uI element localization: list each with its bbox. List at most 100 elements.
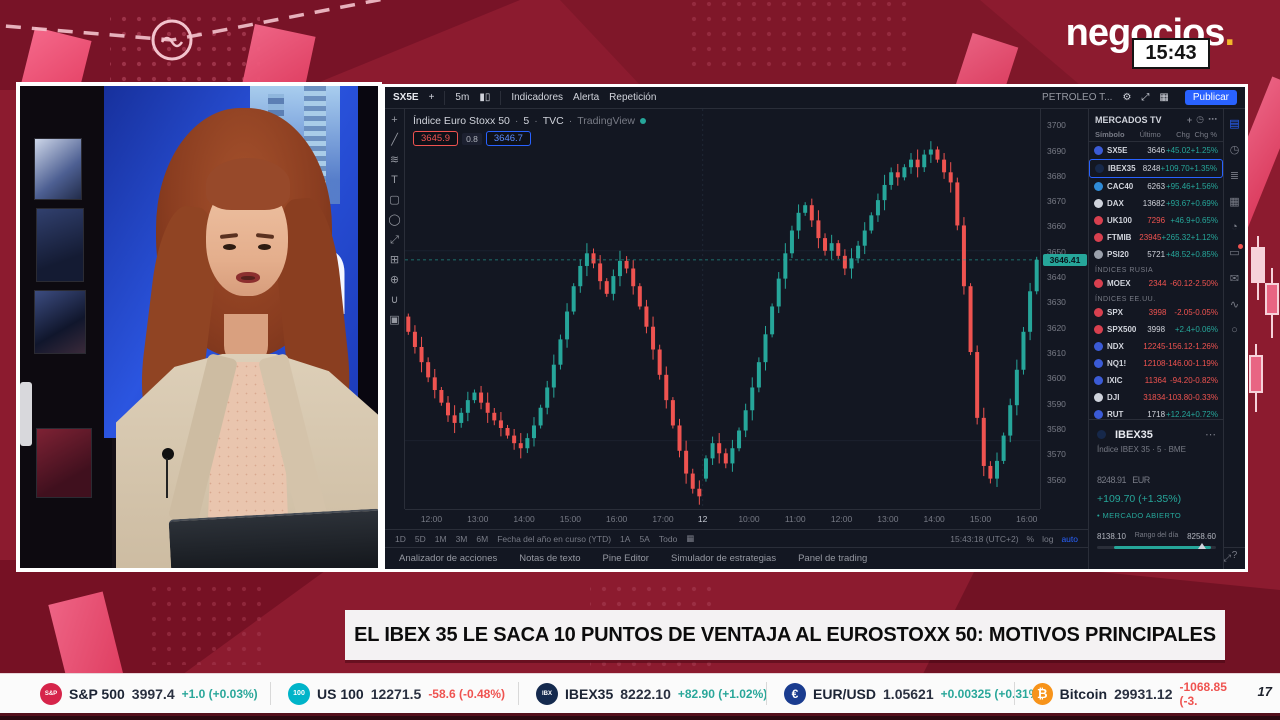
watchlist-row[interactable]: SPX 3998 -2.05 -0.05%: [1089, 304, 1223, 321]
watchlist-row[interactable]: UK100 7296 +46.9 +0.65%: [1089, 212, 1223, 229]
zoom-tool-icon[interactable]: ⊕: [389, 274, 400, 286]
range-button[interactable]: Fecha del año en curso (YTD): [497, 533, 612, 544]
chat-icon[interactable]: ▭: [1229, 244, 1243, 259]
go-to-date-icon[interactable]: ▦: [686, 533, 695, 543]
symbol-search-button[interactable]: SX5E: [393, 92, 419, 103]
symbol-name: DJI: [1107, 393, 1120, 402]
range-button[interactable]: 5D: [414, 533, 426, 544]
watchlist-menu-icon[interactable]: ⋯: [1208, 114, 1217, 124]
candlestick-chart[interactable]: [405, 109, 1040, 509]
interval-button[interactable]: 5m: [455, 92, 470, 103]
bottom-tab[interactable]: Pine Editor: [602, 553, 649, 564]
watchlist-add-icon[interactable]: +: [1186, 114, 1193, 125]
symbol-icon: [1094, 342, 1103, 351]
watchlist-row[interactable]: SX5E 3646 +45.02 +1.25%: [1089, 142, 1223, 159]
alert-button[interactable]: Alerta: [573, 92, 600, 103]
magnet-icon[interactable]: ∪: [390, 294, 399, 306]
watchlist-row[interactable]: MOEX 2344 -60.12 -2.50%: [1089, 275, 1223, 292]
watchlist-rows: SX5E 3646 +45.02 +1.25% IBEX35 8248 +109.70 +1.…: [1089, 142, 1223, 423]
chart-legend[interactable]: Índice Euro Stoxx 50 · 5 · TVC · Trading…: [413, 115, 647, 127]
news-icon[interactable]: ≣: [1229, 170, 1240, 182]
settings-gear-icon[interactable]: ⚙: [1122, 92, 1132, 103]
layout-name-button[interactable]: PETROLEO T...: [1042, 92, 1113, 103]
calendar-icon[interactable]: ▦: [1229, 196, 1240, 208]
watchlist-row[interactable]: IBEX35 8248 +109.70 +1.35%: [1089, 159, 1223, 178]
alerts-icon[interactable]: ◷: [1229, 144, 1240, 156]
replay-button[interactable]: Repetición: [609, 92, 657, 103]
measure-icon[interactable]: ⊞: [389, 254, 400, 266]
lock-icon[interactable]: ▣: [389, 314, 400, 326]
auto-scale-button[interactable]: auto: [1061, 533, 1078, 544]
symbol-add-icon[interactable]: +: [428, 92, 435, 103]
publish-button[interactable]: Publicar: [1184, 90, 1237, 105]
ticker-logo-bitcoin: ₿: [1032, 682, 1053, 705]
ticker-logo-us-100: 100: [288, 682, 310, 705]
ellipse-icon[interactable]: ◯: [388, 214, 401, 226]
watchlist-row[interactable]: RUT 1718 +12.24 +0.72%: [1089, 406, 1223, 423]
watchlist-row[interactable]: CAC40 6263 +95.46 +1.56%: [1089, 178, 1223, 195]
bottom-tab[interactable]: Notas de texto: [519, 553, 581, 564]
price-tick: 3620: [1047, 322, 1066, 333]
watchlist-row[interactable]: DAX 13682 +93.67 +0.69%: [1089, 195, 1223, 212]
bottom-tab[interactable]: Analizador de acciones: [399, 553, 498, 564]
range-button[interactable]: 1A: [620, 533, 631, 544]
studio-console: [20, 382, 32, 446]
range-button[interactable]: 1M: [434, 533, 447, 544]
watchlist-row[interactable]: PSI20 5721 +48.52 +0.85%: [1089, 246, 1223, 263]
watchlist-row[interactable]: NDX 12245 -156.12 -1.26%: [1089, 338, 1223, 355]
watchlist-icon[interactable]: ▤: [1229, 118, 1240, 130]
shapes-icon[interactable]: ▢: [389, 194, 400, 206]
watchlist-row[interactable]: FTMIB 23945 +265.32 +1.12%: [1089, 229, 1223, 246]
monitor-thumbnail: [36, 428, 92, 498]
axis-settings: 15:43:18 (UTC+2) % log auto: [950, 534, 1078, 544]
presenter-fringe: [206, 158, 290, 210]
indicators-button[interactable]: Indicadores: [511, 92, 564, 103]
range-button[interactable]: Todo: [658, 533, 678, 544]
range-button[interactable]: 5A: [639, 533, 650, 544]
fullscreen-icon[interactable]: ⤢: [1141, 92, 1150, 103]
ticker-change: +0.00325 (+0.31%): [940, 686, 1044, 701]
bottom-tab[interactable]: Simulador de estrategias: [670, 553, 777, 564]
detail-menu-icon[interactable]: ⋯: [1205, 429, 1216, 441]
fib-icon[interactable]: ≋: [389, 154, 400, 166]
symbol-name: PSI20: [1107, 250, 1129, 259]
price-axis[interactable]: 3700 3690 3680 3670 3660 3650 3640 3630 3620 3610…: [1040, 109, 1089, 509]
range-button[interactable]: 6M: [476, 533, 489, 544]
percent-scale-button[interactable]: %: [1026, 533, 1035, 544]
symbol-name: UK100: [1107, 216, 1132, 225]
chart-clock: 15:43:18 (UTC+2): [950, 533, 1019, 544]
trendline-icon[interactable]: ╱: [391, 134, 398, 146]
range-button[interactable]: 3M: [455, 533, 468, 544]
arrow-tool-icon[interactable]: ⤢: [390, 234, 399, 246]
ideas-icon[interactable]: ◔: [1231, 221, 1238, 233]
layout-grid-icon[interactable]: ▦: [1159, 92, 1169, 103]
ticker-value: 3997.4: [131, 685, 175, 702]
watchlist-row[interactable]: SPX500 3998 +2.4 +0.06%: [1089, 321, 1223, 338]
time-tick: 15:00: [559, 514, 581, 524]
watchlist-row[interactable]: DJI 31834 -103.80 -0.33%: [1089, 389, 1223, 406]
object-tree-icon[interactable]: ○: [1231, 324, 1238, 336]
ticker-value: 29931.12: [1114, 685, 1173, 702]
time-tick: 15:00: [969, 514, 992, 524]
hotlist-icon[interactable]: ∿: [1229, 299, 1240, 311]
watchlist-row[interactable]: IXIC 11364 -94.20 -0.82%: [1089, 372, 1223, 389]
cursor-icon[interactable]: +: [391, 114, 398, 126]
watchlist-row[interactable]: NQ1! 12108 -146.00 -1.19%: [1089, 355, 1223, 372]
buy-button[interactable]: 3646.7: [485, 131, 531, 146]
expand-panel-icon[interactable]: ⤢: [1223, 553, 1231, 564]
ticker-item: 100 US 100 12271.5 -58.6 (-0.48%): [288, 674, 505, 713]
text-tool-icon[interactable]: T: [391, 174, 398, 186]
bottom-tab[interactable]: Panel de trading: [798, 553, 868, 564]
help-icon[interactable]: ?: [1231, 550, 1238, 561]
inbox-icon[interactable]: ✉: [1229, 273, 1240, 285]
log-scale-button[interactable]: log: [1042, 533, 1054, 544]
detail-symbol-row[interactable]: IBEX35 ⋯: [1097, 428, 1216, 441]
ticker-name: US 100: [317, 685, 364, 702]
watchlist-clock-icon[interactable]: ◷: [1196, 114, 1204, 124]
symbol-change-pct: -1.19%: [1192, 359, 1218, 368]
sell-button[interactable]: 3645.9: [413, 131, 459, 146]
time-axis[interactable]: 12:00 13:00 14:00 15:00 16:00 17:00 12 10:00 11:…: [405, 509, 1040, 530]
candles-style-icon[interactable]: ▮▯: [479, 92, 491, 103]
watchlist-header[interactable]: MERCADOS TV + ◷ ⋯: [1089, 109, 1223, 128]
range-button[interactable]: 1D: [395, 533, 406, 544]
